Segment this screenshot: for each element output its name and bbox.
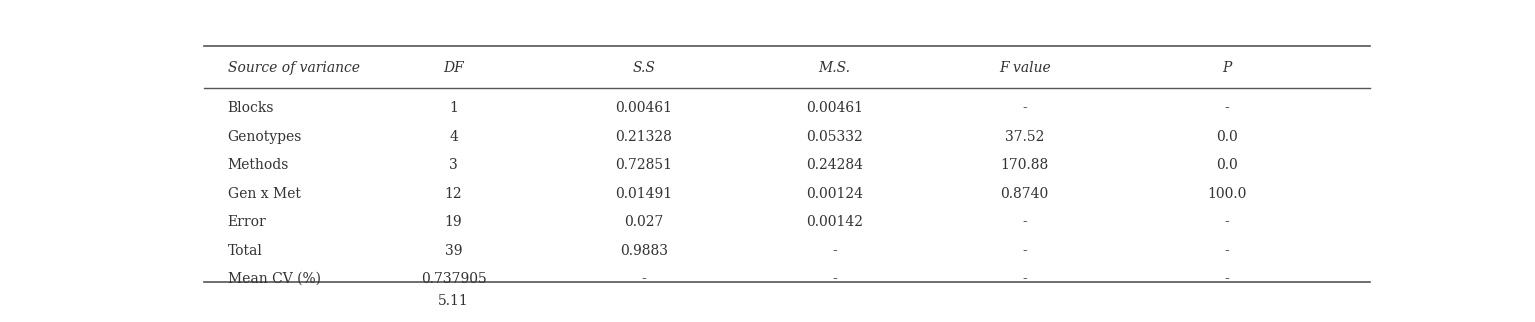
Text: F value: F value <box>999 62 1050 75</box>
Text: 0.737905: 0.737905 <box>421 272 487 286</box>
Text: P: P <box>1222 62 1231 75</box>
Text: 0.72851: 0.72851 <box>616 158 672 172</box>
Text: 0.00461: 0.00461 <box>616 101 672 115</box>
Text: Methods: Methods <box>227 158 289 172</box>
Text: -: - <box>832 244 837 258</box>
Text: 5.11: 5.11 <box>437 294 470 308</box>
Text: -: - <box>832 272 837 286</box>
Text: 0.01491: 0.01491 <box>616 187 672 201</box>
Text: Gen x Met: Gen x Met <box>227 187 301 201</box>
Text: 0.0: 0.0 <box>1216 158 1237 172</box>
Text: 0.00124: 0.00124 <box>806 187 863 201</box>
Text: -: - <box>1225 244 1230 258</box>
Text: Genotypes: Genotypes <box>227 129 302 144</box>
Text: 0.8740: 0.8740 <box>1001 187 1048 201</box>
Text: -: - <box>1022 272 1027 286</box>
Text: 0.24284: 0.24284 <box>806 158 863 172</box>
Text: S.S: S.S <box>632 62 655 75</box>
Text: M.S.: M.S. <box>818 62 850 75</box>
Text: Mean CV (%): Mean CV (%) <box>227 272 321 286</box>
Text: 3: 3 <box>450 158 457 172</box>
Text: -: - <box>1022 215 1027 229</box>
Text: -: - <box>642 272 646 286</box>
Text: -: - <box>1022 101 1027 115</box>
Text: 100.0: 100.0 <box>1207 187 1246 201</box>
Text: 19: 19 <box>445 215 462 229</box>
Text: Total: Total <box>227 244 262 258</box>
Text: 4: 4 <box>450 129 457 144</box>
Text: -: - <box>1225 272 1230 286</box>
Text: Error: Error <box>227 215 266 229</box>
Text: -: - <box>1225 215 1230 229</box>
Text: 170.88: 170.88 <box>1001 158 1048 172</box>
Text: 0.21328: 0.21328 <box>616 129 672 144</box>
Text: 0.9883: 0.9883 <box>620 244 668 258</box>
Text: 0.00142: 0.00142 <box>806 215 863 229</box>
Text: 0.027: 0.027 <box>625 215 663 229</box>
Text: 0.00461: 0.00461 <box>806 101 863 115</box>
Text: Source of variance: Source of variance <box>227 62 359 75</box>
Text: 0.05332: 0.05332 <box>806 129 863 144</box>
Text: 37.52: 37.52 <box>1005 129 1044 144</box>
Text: 0.0: 0.0 <box>1216 129 1237 144</box>
Text: 12: 12 <box>445 187 462 201</box>
Text: -: - <box>1225 101 1230 115</box>
Text: Blocks: Blocks <box>227 101 275 115</box>
Text: DF: DF <box>444 62 464 75</box>
Text: -: - <box>1022 244 1027 258</box>
Text: 39: 39 <box>445 244 462 258</box>
Text: 1: 1 <box>450 101 457 115</box>
